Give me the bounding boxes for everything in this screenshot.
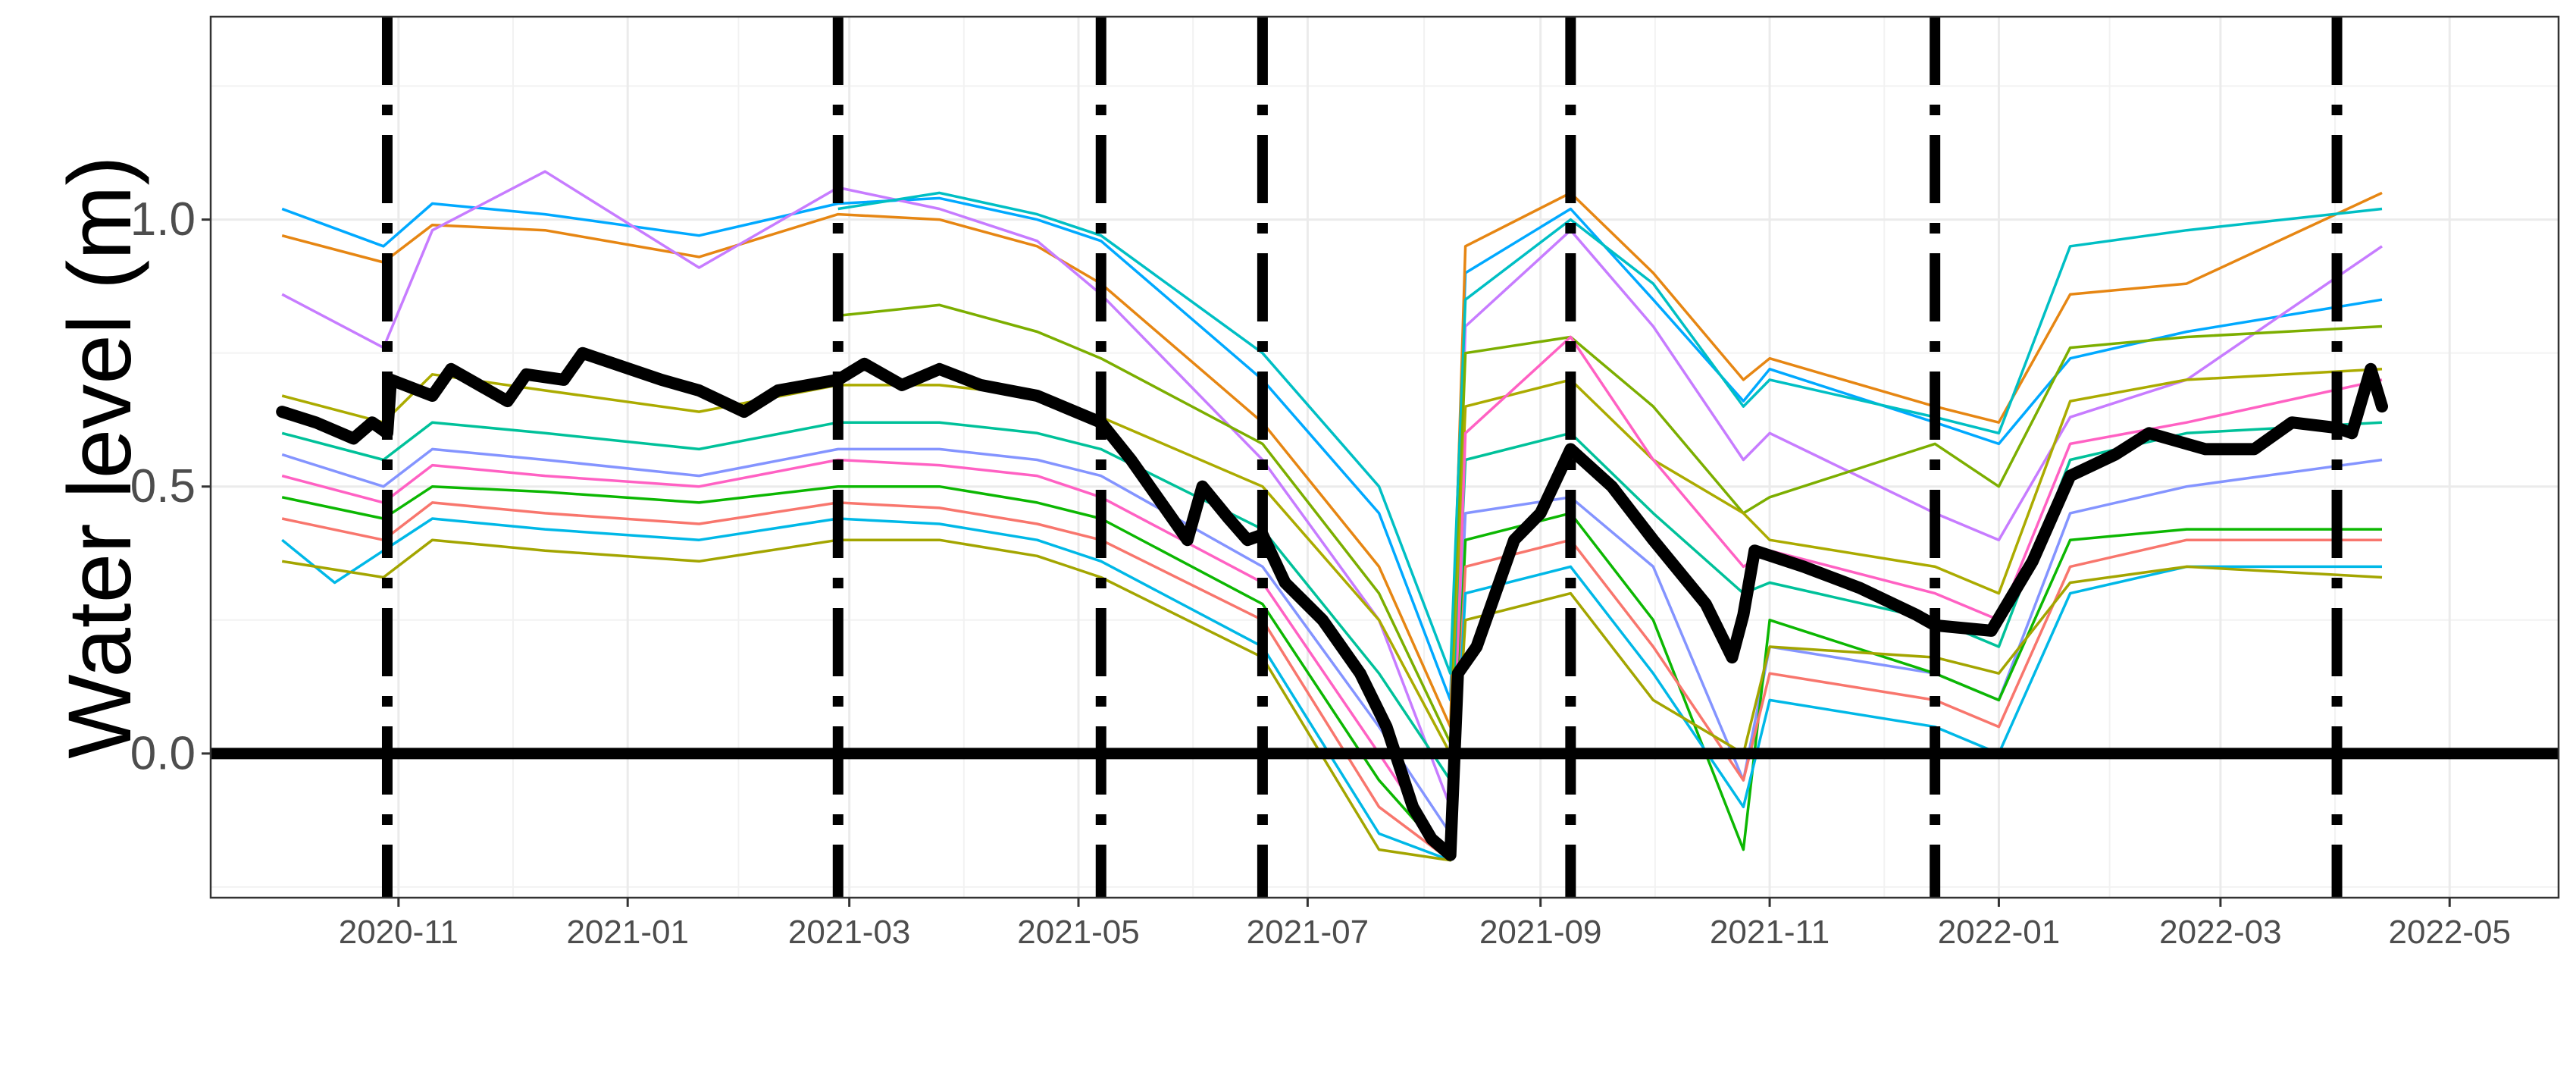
x-tick-label: 2021-03 <box>788 914 910 951</box>
y-tick-label: 0.5 <box>130 460 196 513</box>
x-tick-label: 2021-09 <box>1479 914 1601 951</box>
y-tick-label: 0.0 <box>130 727 196 779</box>
series-line-13 <box>281 538 2383 862</box>
y-axis-label: Water level (m) <box>50 155 150 758</box>
plot-panel <box>211 17 2559 898</box>
series-line-2 <box>281 191 2383 729</box>
x-tick-label: 2021-01 <box>566 914 688 951</box>
data-lines <box>276 170 2388 862</box>
reference-lines <box>211 17 2559 898</box>
plot-border <box>209 15 2560 899</box>
x-tick-label: 2021-05 <box>1017 914 1139 951</box>
series-line-1 <box>281 196 2383 702</box>
series-line-3 <box>281 170 2383 809</box>
y-axis-ticks: 0.0 0.5 1.0 <box>130 193 211 779</box>
series-line-4 <box>837 191 2383 675</box>
x-tick-label: 2022-05 <box>2389 914 2511 951</box>
series-line-11 <box>281 501 2382 862</box>
x-tick-label: 2021-11 <box>1710 914 1829 951</box>
series-line-6 <box>281 368 2383 755</box>
y-tick-label: 1.0 <box>130 193 196 246</box>
x-tick-label: 2022-03 <box>2159 914 2281 951</box>
x-tick-label: 2020-11 <box>339 914 459 951</box>
x-tick-label: 2022-01 <box>1938 914 2060 951</box>
mean-series-line <box>276 346 2388 861</box>
x-axis-ticks: 2020-11 2021-01 2021-03 2021-05 2021-07 2021-… <box>339 898 2511 951</box>
x-tick-label: 2021-07 <box>1247 914 1369 951</box>
series-line-12 <box>281 517 2382 862</box>
